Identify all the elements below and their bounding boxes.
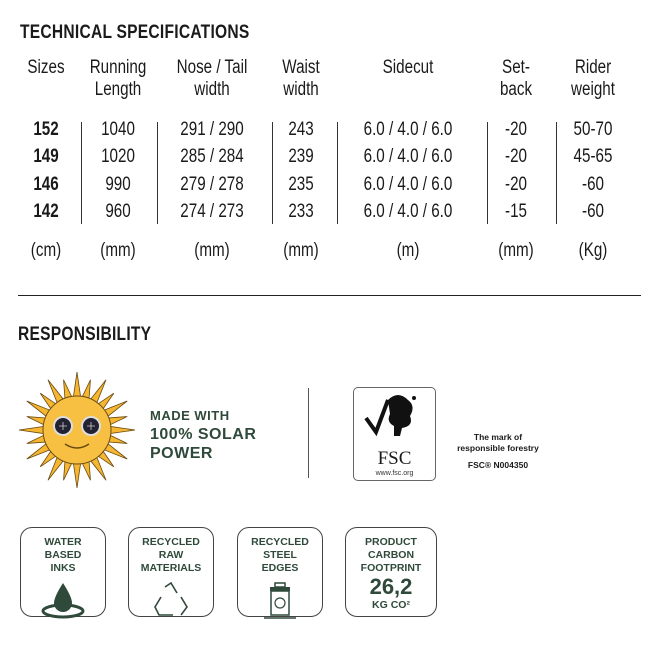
fsc-mark-line: The mark of bbox=[473, 432, 523, 442]
table-cell: 243 bbox=[288, 119, 314, 140]
table-cell: 1040 bbox=[101, 119, 135, 140]
table-cell: 142 bbox=[33, 201, 59, 222]
column-header: Length bbox=[94, 79, 142, 100]
column-header: Sidecut bbox=[382, 57, 434, 78]
sun-ray bbox=[18, 425, 46, 435]
fsc-mark-line: responsible forestry bbox=[457, 443, 539, 453]
fsc-tree-icon bbox=[364, 395, 416, 437]
unit-label: (mm) bbox=[498, 240, 534, 261]
column-header: back bbox=[499, 79, 533, 100]
badge-line: MATERIALS bbox=[140, 562, 202, 574]
table-cell: 274 / 273 bbox=[180, 201, 244, 222]
column-header: Rider bbox=[574, 57, 612, 78]
column-header: Waist bbox=[282, 57, 320, 78]
table-cell: 285 / 284 bbox=[180, 146, 244, 167]
badge-line: FOOTPRINT bbox=[360, 562, 422, 574]
badge-line: RAW bbox=[158, 549, 184, 561]
solar-line: MADE WITH bbox=[150, 408, 230, 423]
table-cell: 291 / 290 bbox=[180, 119, 244, 140]
badge-line: BASED bbox=[44, 549, 82, 561]
column-header: Running bbox=[89, 57, 147, 78]
table-cell: 6.0 / 4.0 / 6.0 bbox=[363, 146, 453, 167]
fsc-mark-text: The mark of responsible forestry FSC® N0… bbox=[453, 432, 543, 471]
sun-icon bbox=[18, 371, 136, 489]
table-cell: 149 bbox=[33, 146, 59, 167]
fsc-logo: FSC www.fsc.org bbox=[353, 387, 436, 481]
column-divider bbox=[487, 122, 488, 224]
carbon-value: 26,2 bbox=[369, 574, 413, 599]
table-cell: -20 bbox=[505, 119, 527, 140]
unit-label: (cm) bbox=[30, 240, 62, 261]
badge-line: STEEL bbox=[263, 549, 297, 561]
badge-line: PRODUCT bbox=[365, 536, 417, 548]
badge-carbon-footprint: PRODUCT CARBON FOOTPRINT 26,2 KG CO² bbox=[345, 527, 437, 617]
table-cell: -60 bbox=[582, 201, 604, 222]
table-cell: 6.0 / 4.0 / 6.0 bbox=[363, 119, 453, 140]
solar-line: POWER bbox=[150, 445, 213, 462]
column-divider bbox=[81, 122, 82, 224]
column-header: width bbox=[194, 79, 230, 100]
table-cell: 45-65 bbox=[573, 146, 613, 167]
unit-label: (m) bbox=[396, 240, 420, 261]
badge-recycled-steel-edges: RECYCLED STEEL EDGES bbox=[237, 527, 323, 619]
water-drop-icon bbox=[41, 583, 85, 619]
table-cell: 1020 bbox=[101, 146, 135, 167]
badge-line: EDGES bbox=[261, 562, 299, 574]
table-cell: 990 bbox=[105, 174, 131, 195]
unit-label: (mm) bbox=[283, 240, 319, 261]
table-cell: -20 bbox=[505, 146, 527, 167]
table-cell: -20 bbox=[505, 174, 527, 195]
badge-line: RECYCLED bbox=[142, 536, 200, 548]
badge-line: CARBON bbox=[367, 549, 415, 561]
column-divider bbox=[157, 122, 158, 224]
sun-ray bbox=[72, 371, 82, 399]
table-cell: 233 bbox=[288, 201, 314, 222]
table-cell: 6.0 / 4.0 / 6.0 bbox=[363, 174, 453, 195]
table-cell: -15 bbox=[505, 201, 527, 222]
column-header: weight bbox=[571, 79, 615, 100]
table-cell: 50-70 bbox=[573, 119, 613, 140]
column-header: Set- bbox=[502, 57, 530, 78]
recycle-bin-icon bbox=[264, 582, 296, 619]
specs-title: TECHNICAL SPECIFICATIONS bbox=[20, 22, 250, 43]
badge-line: WATER bbox=[44, 536, 82, 548]
solar-power-text: MADE WITH 100% SOLAR POWER bbox=[150, 406, 256, 463]
column-divider bbox=[337, 122, 338, 224]
badge-water-based-inks: WATER BASED INKS bbox=[20, 527, 106, 619]
unit-label: (mm) bbox=[100, 240, 136, 261]
fsc-url: www.fsc.org bbox=[375, 470, 414, 477]
table-cell: 960 bbox=[105, 201, 131, 222]
table-cell: 279 / 278 bbox=[180, 174, 244, 195]
column-header: Sizes bbox=[27, 57, 65, 78]
column-divider bbox=[556, 122, 557, 224]
vertical-divider bbox=[308, 388, 309, 478]
unit-label: (mm) bbox=[194, 240, 230, 261]
fsc-code: FSC® N004350 bbox=[467, 460, 529, 470]
column-divider bbox=[272, 122, 273, 224]
divider bbox=[18, 295, 641, 296]
badge-line: RECYCLED bbox=[251, 536, 309, 548]
table-cell: 6.0 / 4.0 / 6.0 bbox=[363, 201, 453, 222]
column-header: width bbox=[283, 79, 319, 100]
sun-ray bbox=[72, 461, 82, 489]
badge-recycled-raw-materials: RECYCLED RAW MATERIALS bbox=[128, 527, 214, 617]
sun-ray bbox=[108, 425, 136, 435]
badge-line: INKS bbox=[50, 562, 76, 574]
responsibility-title: RESPONSIBILITY bbox=[18, 324, 152, 345]
solar-line: 100% SOLAR bbox=[150, 426, 257, 443]
table-cell: 152 bbox=[33, 119, 59, 140]
table-cell: 235 bbox=[288, 174, 314, 195]
carbon-unit: KG CO² bbox=[372, 599, 410, 611]
table-cell: 146 bbox=[33, 174, 59, 195]
column-header: Nose / Tail bbox=[176, 57, 248, 78]
recycle-icon bbox=[154, 581, 188, 616]
unit-label: (Kg) bbox=[578, 240, 608, 261]
table-cell: -60 bbox=[582, 174, 604, 195]
fsc-text: FSC bbox=[377, 448, 412, 469]
table-cell: 239 bbox=[288, 146, 314, 167]
